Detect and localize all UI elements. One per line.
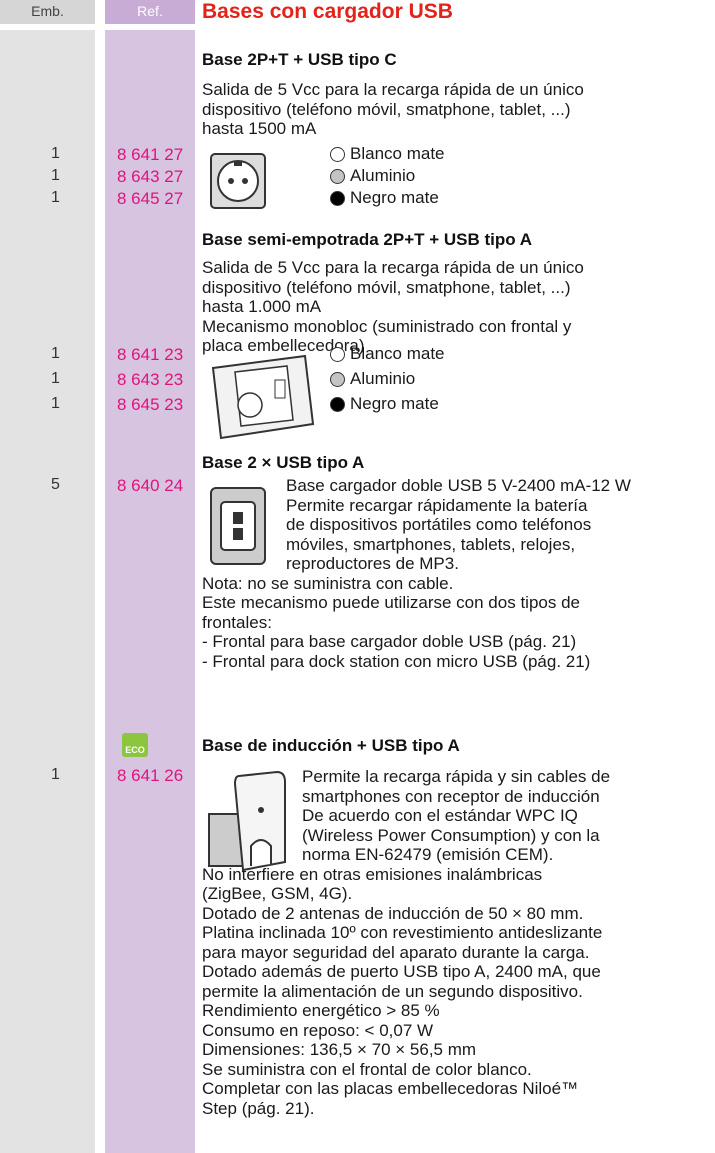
finish-label: Negro mate bbox=[350, 188, 439, 207]
emb-column bbox=[0, 30, 95, 1153]
socket-image bbox=[207, 150, 269, 212]
text-line: Salida de 5 Vcc para la recarga rápida d… bbox=[202, 258, 584, 277]
ref-value: 8 641 27 bbox=[117, 145, 184, 164]
finish-dot bbox=[330, 191, 345, 206]
text-line: Consumo en reposo: < 0,07 W bbox=[202, 1020, 434, 1040]
emb-value: 1 bbox=[51, 395, 60, 412]
text-line: Rendimiento energético > 85 % bbox=[202, 1001, 440, 1020]
emb-value: 1 bbox=[51, 145, 60, 162]
usb-image-svg bbox=[210, 487, 266, 565]
text-line: Dotado además de puerto USB tipo A, 2400… bbox=[202, 962, 601, 981]
text-line: reproductores de MP3. bbox=[286, 554, 459, 573]
text-line: smartphones con receptor de inducción bbox=[302, 786, 600, 806]
text-line: - Frontal para base cargador doble USB (… bbox=[202, 632, 577, 651]
text-line: permite la alimentación de un segundo di… bbox=[202, 981, 583, 1001]
finish-label: Blanco mate bbox=[350, 344, 445, 363]
ref-header: Ref. bbox=[137, 3, 163, 19]
ref-value: 8 645 23 bbox=[117, 395, 184, 414]
finish-dot bbox=[330, 372, 345, 387]
text-line: (ZigBee, GSM, 4G). bbox=[202, 884, 353, 903]
emb-value: 1 bbox=[51, 345, 60, 362]
semi-socket-image bbox=[205, 350, 317, 442]
induction-image bbox=[205, 770, 291, 886]
text-line: Step (pág. 21). bbox=[202, 1098, 315, 1118]
text-line: placa embellecedora) bbox=[202, 336, 365, 355]
text-line: Base cargador doble USB 5 V-2400 mA-12 W bbox=[286, 476, 631, 495]
text-line: frontales: bbox=[202, 612, 272, 632]
page-title: Bases con cargador USB bbox=[202, 0, 453, 23]
section-title: Base 2P+T + USB tipo C bbox=[202, 50, 397, 69]
emb-value: 1 bbox=[51, 766, 60, 783]
text-line: De acuerdo con el estándar WPC IQ bbox=[302, 806, 578, 825]
finish-label: Negro mate bbox=[350, 394, 439, 413]
section-title: Base semi-empotrada 2P+T + USB tipo A bbox=[202, 230, 533, 249]
finish-dot bbox=[330, 347, 345, 362]
ref-header-bg bbox=[105, 0, 195, 24]
text-line: (Wireless Power Consumption) y con la bbox=[302, 825, 600, 845]
finish-dot bbox=[330, 169, 345, 184]
section-title: Base de inducción + USB tipo A bbox=[202, 736, 460, 755]
text-line: dispositivo (teléfono móvil, smatphone, … bbox=[202, 277, 571, 297]
text-line: Permite la recarga rápida y sin cables d… bbox=[302, 767, 611, 786]
ref-value: 8 640 24 bbox=[117, 476, 184, 495]
text-line: norma EN-62479 (emisión CEM). bbox=[302, 845, 554, 864]
finish-dot bbox=[330, 397, 345, 412]
text-line: Salida de 5 Vcc para la recarga rápida d… bbox=[202, 80, 584, 99]
text-line: Mecanismo monobloc (suministrado con fro… bbox=[202, 316, 572, 336]
text-line: Dotado de 2 antenas de inducción de 50 ×… bbox=[202, 903, 584, 923]
text-line: - Frontal para dock station con micro US… bbox=[202, 651, 591, 671]
text-line: hasta 1500 mA bbox=[202, 119, 317, 138]
text-line: No interfiere en otras emisiones inalámb… bbox=[202, 864, 543, 884]
text-line: Este mecanismo puede utilizarse con dos … bbox=[202, 593, 580, 612]
emb-value: 5 bbox=[51, 476, 60, 493]
text-line: Completar con las placas embellecedoras … bbox=[202, 1079, 579, 1098]
text-line: Se suministra con el frontal de color bl… bbox=[202, 1059, 532, 1079]
ref-value: 8 643 27 bbox=[117, 167, 184, 186]
emb-value: 1 bbox=[51, 189, 60, 206]
text-line: Platina inclinada 10º con revestimiento … bbox=[202, 923, 603, 942]
ref-value: 8 641 26 bbox=[117, 766, 184, 785]
emb-header-bg bbox=[0, 0, 95, 24]
finish-label: Aluminio bbox=[350, 166, 416, 185]
socket-image-svg bbox=[210, 153, 266, 209]
text-line: móviles, smartphones, tablets, relojes, bbox=[286, 534, 576, 554]
ref-value: 8 643 23 bbox=[117, 370, 184, 389]
text-line: para mayor seguridad del aparato durante… bbox=[202, 942, 590, 962]
emb-value: 1 bbox=[51, 370, 60, 387]
emb-value: 1 bbox=[51, 167, 60, 184]
ref-value: 8 645 27 bbox=[117, 189, 184, 208]
text-line: Dimensiones: 136,5 × 70 × 56,5 mm bbox=[202, 1040, 477, 1059]
text-line: dispositivo (teléfono móvil, smatphone, … bbox=[202, 99, 571, 119]
emb-header: Emb. bbox=[31, 3, 64, 19]
finish-label: Aluminio bbox=[350, 369, 416, 388]
finish-label: Blanco mate bbox=[350, 144, 445, 163]
eco-badge: ECO bbox=[122, 733, 148, 757]
text-line: hasta 1.000 mA bbox=[202, 297, 322, 316]
section-title: Base 2 × USB tipo A bbox=[202, 453, 365, 472]
text-line: Permite recargar rápidamente la batería bbox=[286, 495, 588, 515]
usb-image bbox=[205, 480, 271, 572]
ref-value: 8 641 23 bbox=[117, 345, 184, 364]
text-line: Nota: no se suministra con cable. bbox=[202, 573, 454, 593]
text-line: de dispositivos portátiles como teléfono… bbox=[286, 515, 592, 534]
semi-socket-image-svg bbox=[211, 354, 315, 440]
induction-image-svg bbox=[208, 770, 286, 872]
finish-dot bbox=[330, 147, 345, 162]
ref-column bbox=[105, 30, 195, 1153]
